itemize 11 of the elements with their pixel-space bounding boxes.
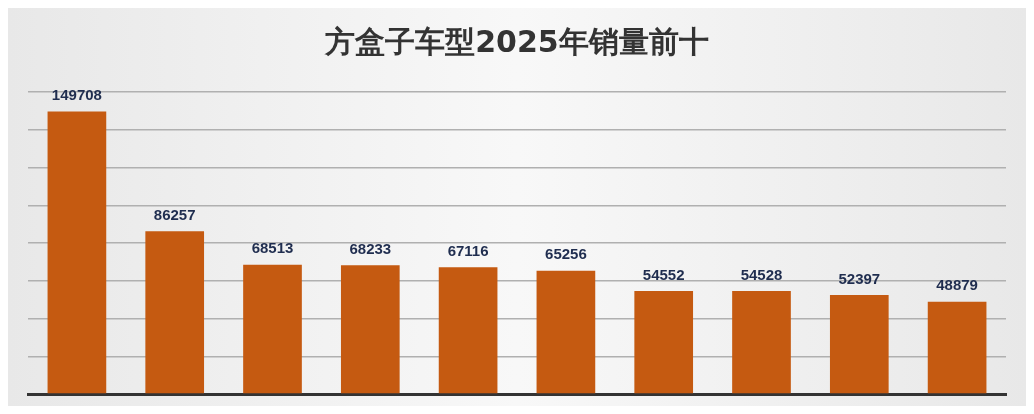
data-label: 86257 xyxy=(153,205,196,223)
data-label: 65256 xyxy=(545,245,587,263)
data-label: 68233 xyxy=(349,239,392,257)
data-label: 149708 xyxy=(51,86,102,104)
data-label: 48879 xyxy=(936,276,978,294)
data-label: 54552 xyxy=(642,265,685,283)
data-label: 52397 xyxy=(838,269,881,287)
chart-title: 方盒子车型2025年销量前十 xyxy=(324,23,709,59)
data-label: 67116 xyxy=(447,241,489,259)
data-label: 54528 xyxy=(740,265,783,283)
data-label: 68513 xyxy=(251,239,294,257)
